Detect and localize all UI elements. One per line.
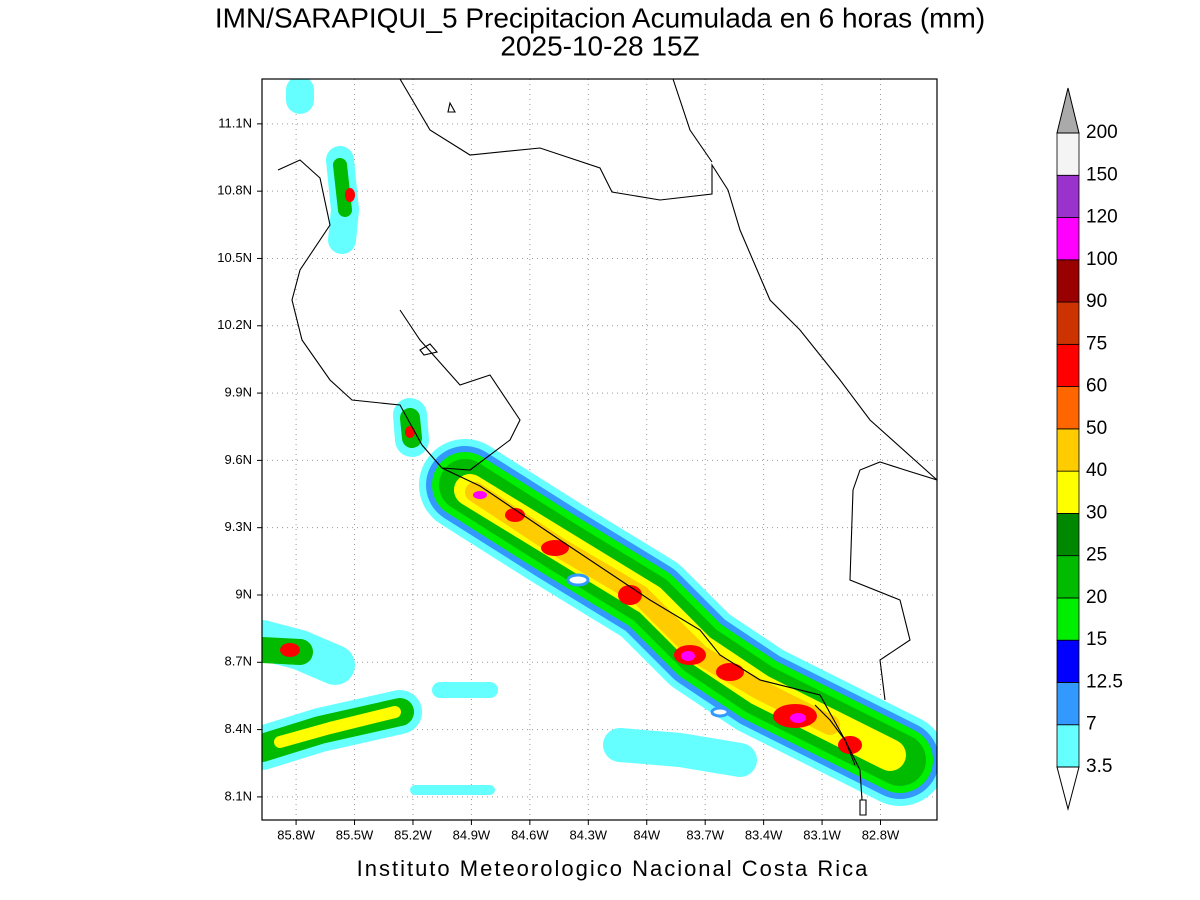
colorbar-segment: [1056, 343, 1080, 388]
colorbar-label: 25: [1086, 545, 1107, 566]
colorbar-segment: [1056, 428, 1080, 472]
colorbar-label: 15: [1086, 629, 1107, 650]
x-tick-label: 84.6W: [511, 827, 549, 842]
title: IMN/SARAPIQUI_5 Precipitacion Acumulada …: [215, 2, 985, 33]
colorbar-segment: [1056, 470, 1080, 514]
precip-field: [262, 79, 937, 806]
x-tick-label: 85.5W: [336, 827, 374, 842]
y-tick-label: 10.2N: [217, 317, 252, 332]
colorbar-segment: [1056, 639, 1080, 683]
y-tick-label: 10.8N: [217, 183, 252, 198]
y-tick-label: 9.9N: [225, 385, 252, 400]
y-tick-label: 11.1N: [218, 115, 252, 130]
colorbar-segment: [1056, 724, 1080, 768]
colorbar-segment: [1056, 513, 1080, 557]
x-tick-label: 83.1W: [803, 827, 841, 842]
colorbar-segment: [1056, 555, 1080, 599]
colorbar-label: 100: [1086, 249, 1118, 270]
x-tick-label: 83.4W: [745, 827, 783, 842]
colorbar-label: 20: [1086, 587, 1107, 608]
colorbar-over: [1056, 87, 1080, 134]
y-tick-label: 8.1N: [225, 788, 252, 803]
plot-frame: [261, 78, 938, 821]
y-tick-label: 9.6N: [225, 452, 252, 467]
x-tick-label: 85.8W: [277, 827, 315, 842]
y-tick-label: 8.4N: [225, 721, 252, 736]
colorbar-segment: [1056, 174, 1080, 218]
colorbar-segment: [1056, 301, 1080, 345]
colorbar-label: 150: [1086, 164, 1118, 185]
colorbar-label: 200: [1086, 122, 1118, 143]
y-tick-label: 9.3N: [225, 519, 252, 534]
colorbar-segment: [1056, 386, 1080, 430]
colorbar-segment: [1056, 597, 1080, 641]
subtitle: 2025-10-28 15Z: [500, 30, 699, 61]
x-tick-label: 84.9W: [453, 827, 491, 842]
colorbar-label: 40: [1086, 460, 1107, 481]
axes: 85.8W 85.5W 85.2W 84.9W 84.6W 84.3W 84W 83.7W 83…: [217, 115, 900, 842]
y-tick-label: 10.5N: [217, 250, 252, 265]
colorbar-label: 50: [1086, 418, 1107, 439]
x-tick-label: 83.7W: [686, 827, 724, 842]
colorbar-label: 90: [1086, 291, 1107, 312]
y-tick-label: 8.7N: [225, 654, 252, 669]
y-tick-label: 9N: [235, 586, 252, 601]
colorbar-label: 3.5: [1086, 756, 1112, 777]
x-tick-label: 85.2W: [394, 827, 432, 842]
colorbar-under: [1056, 766, 1080, 811]
colorbar-segment: [1056, 217, 1080, 261]
footer: Instituto Meteorologico Nacional Costa R…: [357, 856, 870, 881]
colorbar-label: 30: [1086, 502, 1107, 523]
colorbar: 3.5 7 12.5 15 20 25 30 40 50 60 75 90 100 120 150 200: [1056, 87, 1123, 811]
x-tick-label: 82.8W: [862, 827, 900, 842]
colorbar-label: 7: [1086, 714, 1097, 735]
colorbar-label: 120: [1086, 207, 1118, 228]
x-tick-label: 84W: [633, 827, 660, 842]
colorbar-label: 12.5: [1086, 671, 1123, 692]
colorbar-segment: [1056, 259, 1080, 303]
colorbar-segment: [1056, 682, 1080, 726]
x-tick-label: 84.3W: [570, 827, 608, 842]
colorbar-segment: [1056, 132, 1080, 176]
colorbar-label: 75: [1086, 333, 1107, 354]
coastline: [277, 79, 937, 816]
colorbar-label: 60: [1086, 376, 1107, 397]
